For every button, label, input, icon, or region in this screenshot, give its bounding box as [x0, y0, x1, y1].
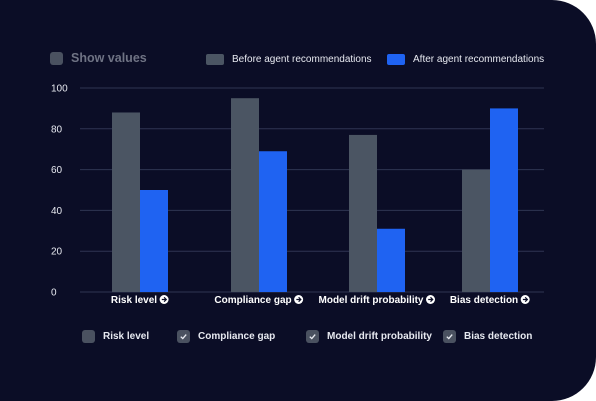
legend-label-after: After agent recommendations	[413, 54, 545, 65]
toggle-checkbox-risk-level[interactable]	[82, 330, 95, 343]
x-category-label[interactable]: Model drift probability	[319, 295, 436, 306]
toggle-compliance-gap[interactable]: Compliance gap	[177, 330, 275, 343]
arrow-right-icon	[428, 296, 434, 303]
bar-before	[349, 134, 377, 292]
toggle-bias-detection[interactable]: Bias detection	[443, 330, 532, 343]
legend-label-before: Before agent recommendations	[232, 54, 372, 65]
y-tick-label: 40	[51, 206, 63, 217]
y-tick-label: 60	[51, 165, 63, 176]
x-tick-label: Compliance gap	[214, 295, 291, 306]
legend-swatch-before	[206, 54, 224, 65]
toggle-model-drift[interactable]: Model drift probability	[306, 330, 432, 343]
y-tick-label: 80	[51, 124, 63, 135]
show-values-toggle[interactable]: Show values	[50, 51, 147, 65]
x-tick-label: Bias detection	[450, 295, 518, 306]
bar-before	[112, 112, 140, 292]
toggle-label-compliance-gap: Compliance gap	[198, 331, 276, 342]
legend-item-before: Before agent recommendations	[206, 54, 372, 65]
show-values-checkbox[interactable]	[50, 51, 63, 65]
y-tick-label: 20	[51, 247, 63, 258]
bar-after	[377, 228, 405, 292]
check-icon	[180, 334, 187, 340]
bar-before	[231, 98, 259, 292]
toggle-checkbox-bias-detection[interactable]	[443, 330, 456, 343]
toggle-risk-level[interactable]: Risk level	[82, 330, 149, 343]
arrow-right-icon	[161, 296, 168, 303]
x-tick-label: Model drift probability	[319, 295, 424, 306]
show-values-label: Show values	[71, 51, 147, 65]
legend-item-after: After agent recommendations	[387, 54, 544, 65]
toggle-label-risk-level: Risk level	[103, 331, 150, 342]
arrow-right-icon	[522, 296, 529, 303]
check-icon	[446, 334, 453, 340]
arrow-right-icon	[296, 296, 302, 303]
bar-after	[259, 151, 287, 292]
bar-after	[140, 190, 168, 292]
toggle-checkbox-compliance-gap[interactable]	[177, 330, 190, 343]
check-icon	[309, 334, 316, 340]
y-tick-label: 0	[51, 288, 57, 299]
y-tick-label: 100	[51, 84, 68, 95]
toggle-checkbox-model-drift[interactable]	[306, 330, 319, 343]
toggle-label-bias-detection: Bias detection	[464, 331, 533, 342]
bar-after	[490, 108, 518, 293]
x-tick-label: Risk level	[111, 295, 157, 306]
legend-swatch-after	[387, 54, 405, 65]
toggle-label-model-drift: Model drift probability	[327, 331, 432, 342]
x-category-label[interactable]: Risk level	[111, 295, 169, 306]
category-toggles: Risk level Compliance gap Model drift pr…	[0, 330, 596, 350]
x-category-label[interactable]: Bias detection	[450, 295, 530, 306]
bar-before	[462, 169, 490, 292]
x-category-label[interactable]: Compliance gap	[214, 295, 304, 306]
